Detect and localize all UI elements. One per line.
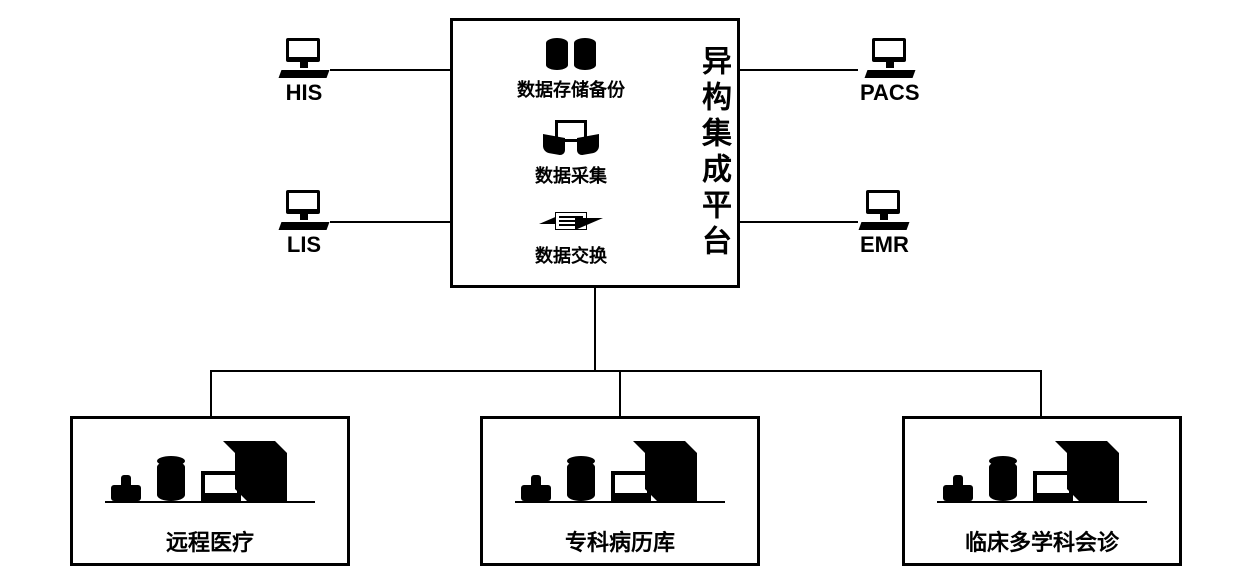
bottom-node-label: 临床多学科会诊 [965, 525, 1119, 557]
center-item-storage: 数据存储备份 [517, 38, 625, 102]
bottom-node-label: 专科病历库 [565, 525, 675, 557]
edge-lis-center [330, 221, 450, 223]
storage-icon [542, 38, 600, 72]
center-item-label: 数据存储备份 [517, 76, 625, 102]
edge-bus-records [619, 370, 621, 416]
center-item-label: 数据采集 [535, 162, 607, 188]
center-title-column: 异构集成平台 [689, 21, 737, 285]
peripheral-his: HIS [280, 38, 328, 106]
cluster-icon [937, 447, 1147, 517]
computer-icon [280, 38, 328, 78]
center-title: 异构集成平台 [691, 45, 735, 261]
peripheral-label: PACS [860, 80, 920, 106]
edge-center-emr [740, 221, 858, 223]
exchange-icon [539, 206, 603, 238]
peripheral-label: EMR [860, 232, 909, 258]
bottom-node-label: 远程医疗 [166, 525, 254, 557]
edge-bus-consult [1040, 370, 1042, 416]
center-items-column: 数据存储备份 数据采集 数据交换 [453, 21, 689, 285]
collect-icon [541, 120, 601, 158]
edge-bus-telemed [210, 370, 212, 416]
center-item-label: 数据交换 [535, 242, 607, 268]
peripheral-pacs: PACS [860, 38, 920, 106]
bottom-node-telemed: 远程医疗 [70, 416, 350, 566]
center-platform-box: 数据存储备份 数据采集 数据交换 异构集成平台 [450, 18, 740, 288]
edge-bus [210, 370, 1042, 372]
peripheral-label: LIS [287, 232, 321, 258]
bottom-node-consult: 临床多学科会诊 [902, 416, 1182, 566]
center-item-collect: 数据采集 [535, 120, 607, 188]
computer-icon [860, 190, 908, 230]
cluster-icon [105, 447, 315, 517]
peripheral-lis: LIS [280, 190, 328, 258]
peripheral-emr: EMR [860, 190, 909, 258]
center-item-exchange: 数据交换 [535, 206, 607, 268]
peripheral-label: HIS [286, 80, 323, 106]
edge-center-down [594, 288, 596, 370]
bottom-node-records: 专科病历库 [480, 416, 760, 566]
edge-center-pacs [740, 69, 858, 71]
cluster-icon [515, 447, 725, 517]
computer-icon [866, 38, 914, 78]
edge-his-center [330, 69, 450, 71]
computer-icon [280, 190, 328, 230]
